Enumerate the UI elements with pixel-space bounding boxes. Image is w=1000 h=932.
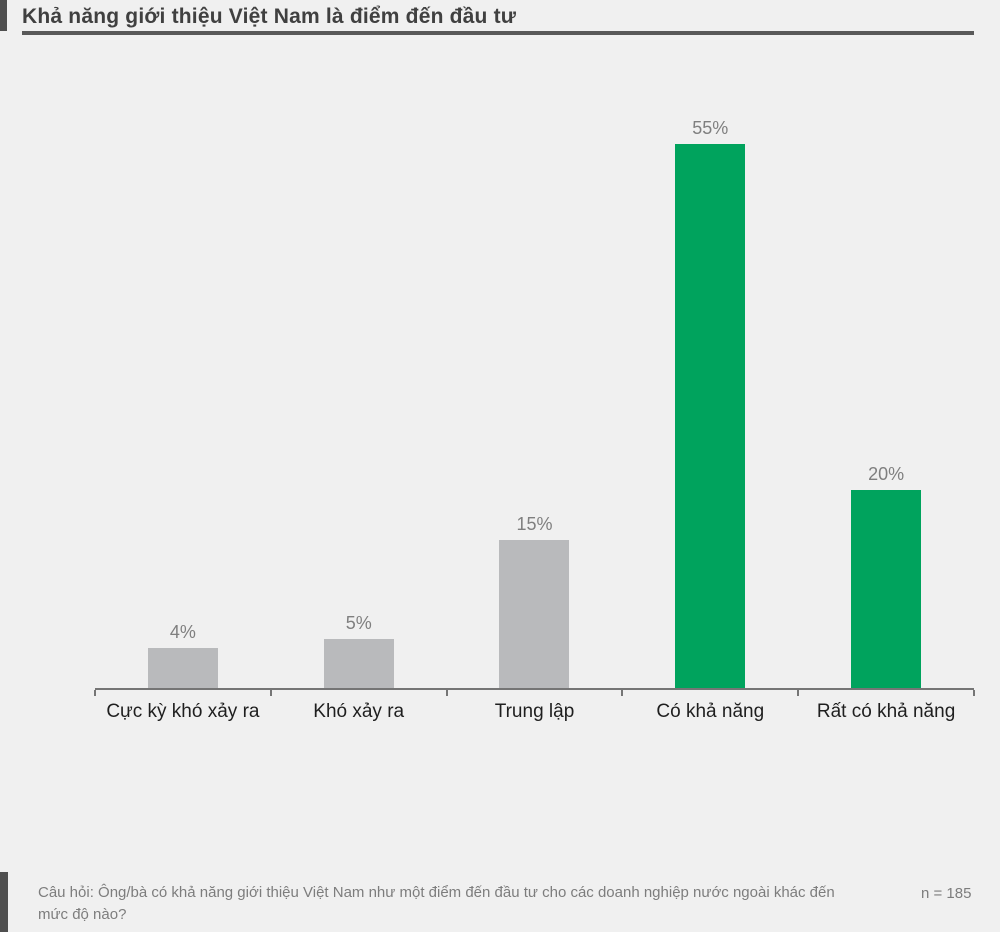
bar-group: 15% [447,95,623,688]
category-label: Rất có khả năng [816,701,956,722]
window-edge-artifact-top [0,0,7,31]
x-axis-line [95,688,974,690]
axis-tick [269,690,272,696]
bar-group: 20% [798,95,974,688]
window-edge-artifact-bottom [0,872,8,932]
bar-value-label: 55% [692,117,729,138]
bar [851,490,922,688]
category-label: Khó xảy ra [313,701,405,722]
category-label: Cực kỳ khó xảy ra [106,701,260,722]
category-label: Trung lập [494,701,575,722]
bar-value-label: 15% [516,513,553,534]
bar [675,143,746,688]
page-title: Khả năng giới thiệu Việt Nam là điểm đến… [22,5,517,28]
bar [499,539,570,688]
axis-tick [94,690,96,696]
bar-value-label: 5% [345,612,372,633]
bar [323,638,394,688]
plot-area: 4% 5% 15% 55% 20% [95,95,974,688]
sample-size: n = 185 [921,885,972,902]
title-underline [22,31,974,35]
bar-value-label: 4% [169,622,196,643]
footer-question: Câu hỏi: Ông/bà có khả năng giới thiệu V… [38,884,835,923]
bar-group: 55% [622,95,798,688]
bar [147,648,218,688]
axis-tick [445,690,448,696]
bar-group: 4% [95,95,271,688]
bar-group: 5% [271,95,447,688]
category-axis: Cực kỳ khó xảy ra Khó xảy ra Trung lập Có k… [95,701,974,723]
bar-value-label: 20% [868,464,905,484]
axis-tick [621,690,624,696]
axis-tick [973,690,975,696]
category-label: Có khả năng [656,701,765,722]
axis-tick [797,690,800,696]
